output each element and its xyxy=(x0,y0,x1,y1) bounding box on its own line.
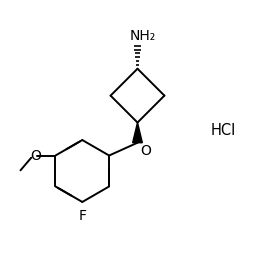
Text: O: O xyxy=(31,149,41,162)
Text: HCl: HCl xyxy=(211,123,236,138)
Text: NH₂: NH₂ xyxy=(129,29,155,43)
Polygon shape xyxy=(133,123,142,143)
Text: F: F xyxy=(78,209,86,223)
Text: O: O xyxy=(140,144,151,158)
